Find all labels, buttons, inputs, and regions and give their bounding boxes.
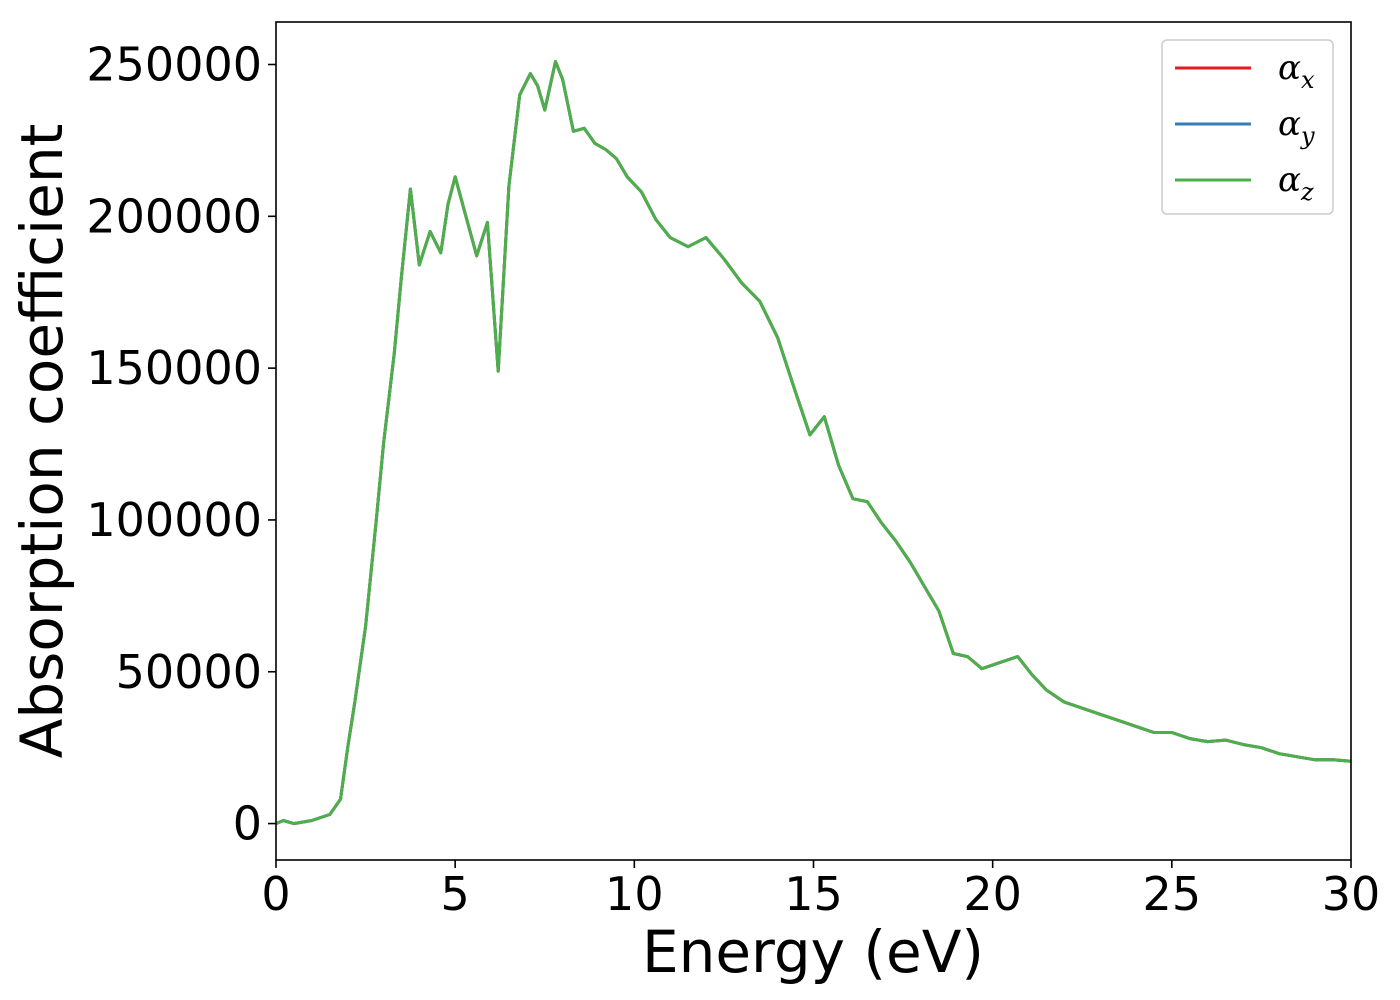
x-tick-label: 5 — [441, 867, 470, 921]
y-tick-label: 150000 — [86, 341, 262, 395]
series-line-z — [276, 60, 1351, 826]
x-tick-label: 10 — [605, 867, 664, 921]
y-tick-label: 200000 — [86, 189, 262, 243]
legend-subscript-z: z — [1300, 178, 1314, 206]
plot-area — [276, 60, 1351, 826]
x-tick-label: 20 — [963, 867, 1022, 921]
x-axis-ticks: 0 5 10 15 20 25 30 — [261, 860, 1380, 921]
x-tick-label: 25 — [1143, 867, 1202, 921]
x-axis-title: Energy (eV) — [642, 918, 984, 986]
x-tick-label: 30 — [1322, 867, 1381, 921]
legend-subscript-x: x — [1301, 66, 1315, 94]
y-axis-ticks: 0 50000 100000 150000 200000 250000 — [86, 38, 276, 851]
plot-frame — [275, 21, 1352, 861]
y-tick-label: 0 — [233, 797, 262, 851]
y-tick-label: 100000 — [86, 493, 262, 547]
y-tick-label: 250000 — [86, 38, 262, 92]
y-tick-label: 50000 — [116, 645, 262, 699]
x-tick-label: 0 — [261, 867, 290, 921]
legend-subscript-y: y — [1300, 122, 1315, 150]
y-axis-title: Absorption coefficient — [8, 124, 76, 759]
x-tick-label: 15 — [784, 867, 843, 921]
legend-frame — [1161, 39, 1334, 215]
